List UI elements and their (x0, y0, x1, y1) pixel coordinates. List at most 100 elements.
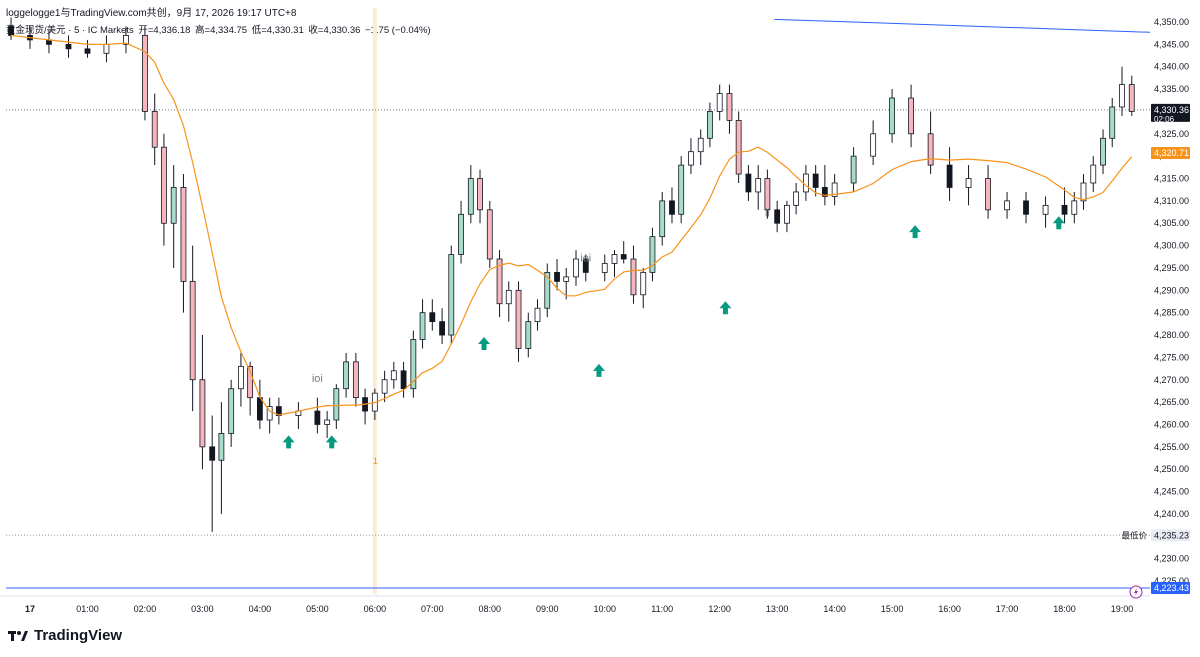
candle (870, 120, 877, 166)
last-price-label-text: 4,330.36 (1154, 105, 1189, 115)
candle (314, 397, 321, 434)
brand-logo[interactable]: TradingView (8, 627, 122, 644)
candle (228, 379, 235, 447)
candle-body (256, 397, 263, 421)
candle-body (1004, 200, 1010, 211)
candle (161, 133, 167, 246)
y-tick-label: 4,250.00 (1154, 464, 1189, 474)
candle (1100, 129, 1106, 175)
x-tick-label: 06:00 (364, 604, 387, 614)
candle-body (802, 173, 809, 193)
candle (496, 250, 503, 318)
buy-arrow-icon (282, 435, 295, 449)
candle-body (1061, 204, 1068, 215)
candle-body (793, 191, 800, 206)
candle-body (218, 433, 225, 461)
candle-body (161, 146, 167, 224)
price-axis-pane (1150, 0, 1200, 600)
candle (419, 299, 426, 349)
x-tick-label: 09:00 (536, 604, 559, 614)
y-tick-label: 4,305.00 (1154, 218, 1189, 228)
candle (812, 165, 819, 197)
lowest-price-caption: 最低价 (1121, 530, 1147, 540)
candle-body (534, 307, 541, 323)
candle (821, 165, 828, 206)
candle-body (611, 254, 618, 264)
candle (908, 84, 914, 148)
y-tick-label: 4,300.00 (1154, 241, 1189, 251)
y-tick-label: 4,260.00 (1154, 419, 1189, 429)
y-tick-label: 4,295.00 (1154, 263, 1189, 273)
candle-body (850, 155, 857, 184)
candle (784, 200, 790, 233)
candle (726, 84, 733, 134)
candle (774, 200, 781, 233)
candle (46, 30, 52, 54)
x-tick-label: 04:00 (249, 604, 272, 614)
lowest-price-label-box (1151, 529, 1190, 542)
y-tick-label: 4,240.00 (1154, 509, 1189, 519)
buy-arrow-icon (478, 336, 491, 350)
candle (189, 245, 196, 412)
candle-body (985, 178, 991, 211)
candle (745, 165, 752, 201)
candle-body (228, 388, 235, 434)
candle-body (726, 93, 733, 121)
candle-body (209, 446, 216, 461)
candle (275, 397, 282, 425)
candle-body (821, 187, 828, 197)
candle-body (84, 48, 91, 54)
change-value: −1.75 (−0.04%) (365, 25, 431, 36)
candle-body (889, 97, 896, 135)
candle-body (180, 187, 187, 282)
last-price-label-countdown: 02:06 (1154, 115, 1175, 124)
candle (831, 174, 838, 206)
ma-price-label-box (1151, 146, 1190, 159)
candle (640, 267, 647, 309)
x-tick-label: 11:00 (651, 604, 673, 614)
candle-body (831, 182, 838, 197)
y-tick-label: 4,255.00 (1154, 442, 1189, 452)
candle-body (582, 258, 589, 273)
y-tick-label: 4,345.00 (1154, 39, 1189, 49)
candle (333, 384, 340, 429)
candle-body (1023, 200, 1029, 215)
candle-body (123, 35, 129, 45)
candle-body (1080, 182, 1087, 202)
x-tick-label: 05:00 (306, 604, 329, 614)
x-tick-label: 18:00 (1053, 604, 1076, 614)
candle-body (745, 173, 752, 193)
candle-body (1119, 84, 1125, 108)
x-tick-label: 02:00 (134, 604, 157, 614)
x-tick-label: 14:00 (823, 604, 846, 614)
candle (620, 241, 627, 264)
candle-body (390, 370, 397, 381)
candle (688, 138, 694, 175)
candle (850, 147, 857, 192)
candle-body (1109, 106, 1116, 139)
candle-body (429, 312, 436, 323)
lowest-price-label-text: 4,235.23 (1154, 530, 1189, 540)
candle (534, 299, 541, 331)
candle (410, 330, 417, 398)
candle-body (189, 280, 196, 381)
candle-body (573, 258, 579, 278)
candle-body (563, 276, 570, 282)
candle-body (314, 410, 321, 425)
candle-body (400, 370, 407, 390)
candle (439, 308, 445, 344)
symbol-label[interactable]: 黄金现货/美元 · 5 · IC Markets (6, 25, 134, 36)
x-tick-label: 12:00 (708, 604, 731, 614)
y-tick-label: 4,230.00 (1154, 554, 1189, 564)
candle (735, 111, 742, 183)
x-tick-label: 10:00 (593, 604, 616, 614)
high-value: 高=4,334.75 (195, 25, 248, 36)
candle (1061, 187, 1068, 224)
tradingview-logo-icon (8, 630, 28, 641)
candle-body (352, 361, 359, 399)
candle (544, 263, 551, 318)
candle (985, 165, 991, 219)
candle-body (381, 379, 388, 394)
y-tick-label: 4,285.00 (1154, 308, 1189, 318)
